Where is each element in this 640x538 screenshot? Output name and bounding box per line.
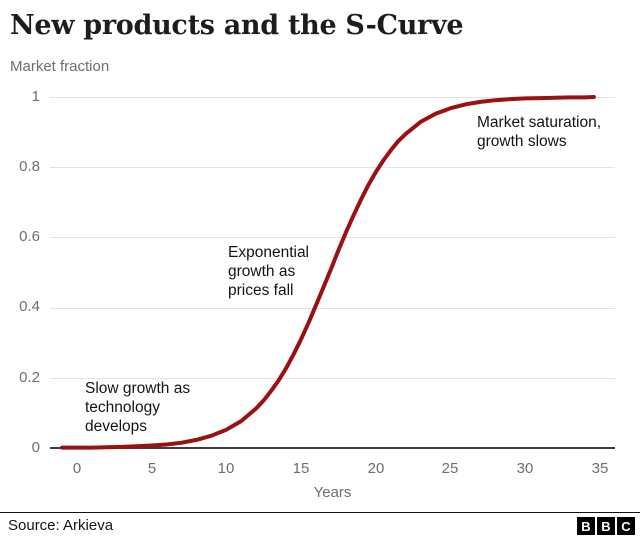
y-tick-label: 0 (31, 439, 40, 456)
annotation-line: develops (85, 418, 148, 435)
annotation-exponential-growth: Exponential growth as prices fall (228, 243, 309, 300)
x-tick-label: 35 (591, 460, 609, 477)
y-tick-label: 0.4 (19, 298, 40, 315)
y-tick-label: 0.2 (19, 369, 40, 386)
gridline (50, 378, 615, 379)
y-tick-label: 0.8 (19, 158, 40, 175)
x-tick-label: 25 (441, 460, 459, 477)
bbc-logo-block: B (597, 517, 615, 535)
x-tick-label: 0 (72, 460, 82, 477)
source-credit: Source: Arkieva (8, 517, 114, 534)
x-axis-label: Years (313, 484, 352, 501)
x-tick-label: 15 (292, 460, 310, 477)
annotation-line: Market saturation, (477, 114, 602, 131)
y-axis-label: Market fraction (10, 58, 110, 75)
annotation-line: growth as (228, 263, 296, 280)
annotation-line: technology (85, 399, 160, 416)
gridline (50, 237, 615, 238)
bbc-logo-block: C (617, 517, 635, 535)
annotation-line: prices fall (228, 282, 294, 299)
annotation-slow-growth: Slow growth as technology develops (85, 379, 190, 436)
annotation-line: Slow growth as (85, 380, 191, 397)
x-tick-label: 5 (147, 460, 157, 477)
annotation-line: Exponential (228, 244, 310, 261)
bbc-logo-block: B (577, 517, 595, 535)
bbc-logo: B B C (577, 517, 635, 535)
gridline (50, 97, 615, 98)
x-tick-label: 30 (516, 460, 534, 477)
y-tick-label: 1 (31, 88, 40, 105)
x-axis-line (50, 447, 615, 449)
footer-divider (0, 512, 640, 513)
gridline (50, 167, 615, 168)
x-tick-label: 20 (367, 460, 385, 477)
s-curve-line (60, 95, 596, 450)
x-tick-label: 10 (217, 460, 235, 477)
annotation-market-saturation: Market saturation, growth slows (477, 113, 601, 151)
gridline (50, 308, 615, 309)
y-tick-label: 0.6 (19, 228, 40, 245)
plot-area (50, 95, 615, 450)
annotation-line: growth slows (477, 133, 567, 150)
chart-title: New products and the S-Curve (10, 10, 464, 41)
